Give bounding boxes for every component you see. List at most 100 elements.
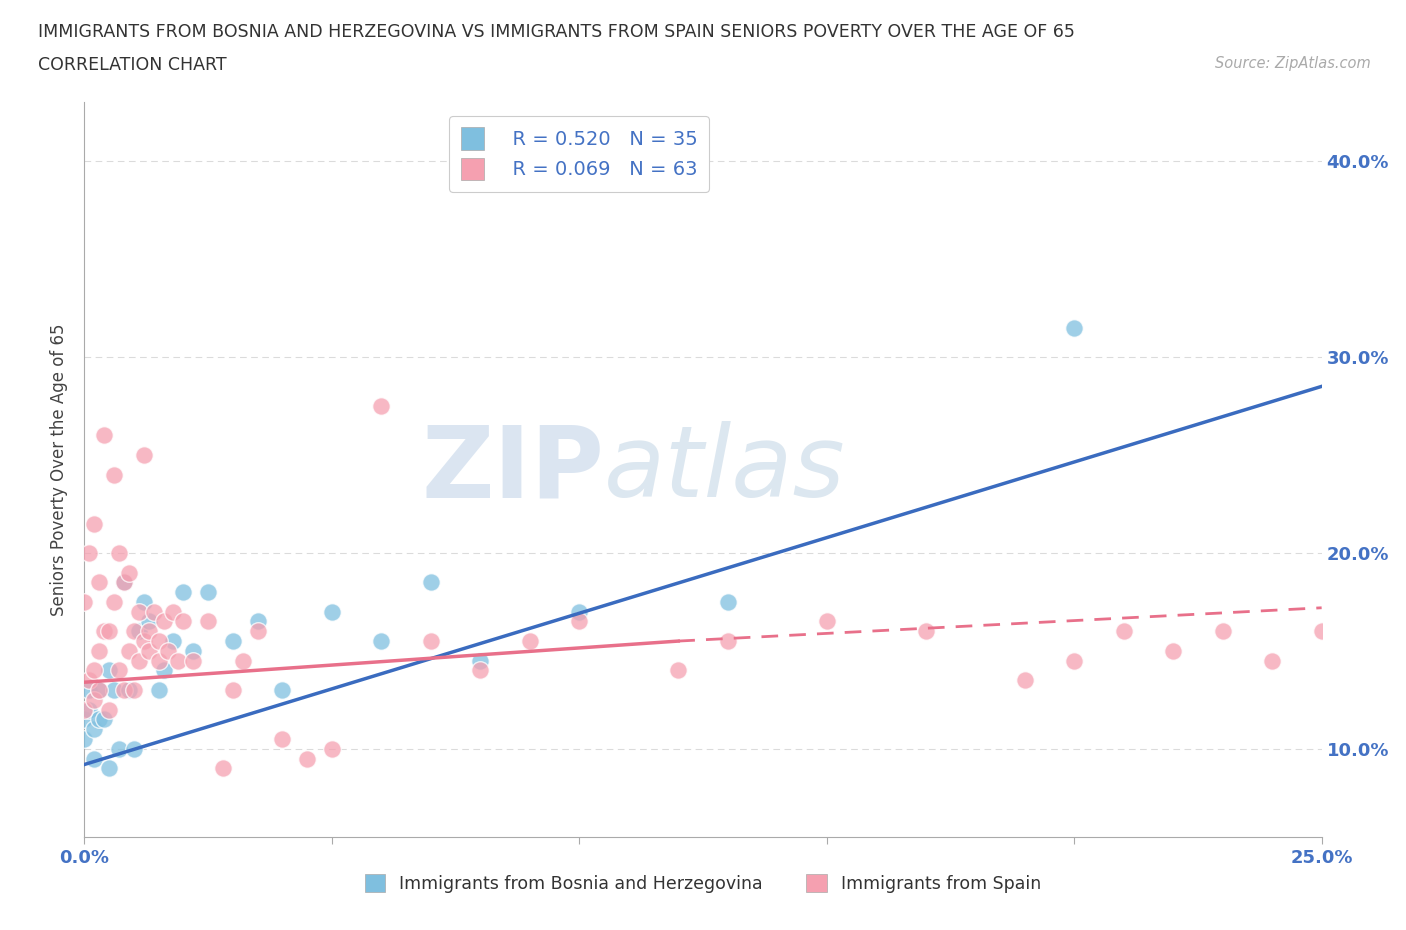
Point <box>112 575 135 590</box>
Point <box>197 614 219 629</box>
Point <box>128 653 150 668</box>
Text: Source: ZipAtlas.com: Source: ZipAtlas.com <box>1215 56 1371 71</box>
Point <box>128 604 150 619</box>
Point <box>419 575 441 590</box>
Point <box>138 644 160 658</box>
Point <box>98 761 121 776</box>
Point <box>666 663 689 678</box>
Point <box>181 653 204 668</box>
Point <box>1161 644 1184 658</box>
Point <box>246 624 269 639</box>
Point <box>717 633 740 648</box>
Point <box>122 624 145 639</box>
Point <box>162 604 184 619</box>
Point <box>162 633 184 648</box>
Point <box>98 624 121 639</box>
Point <box>222 683 245 698</box>
Text: IMMIGRANTS FROM BOSNIA AND HERZEGOVINA VS IMMIGRANTS FROM SPAIN SENIORS POVERTY : IMMIGRANTS FROM BOSNIA AND HERZEGOVINA V… <box>38 23 1074 41</box>
Point <box>83 693 105 708</box>
Point <box>1212 624 1234 639</box>
Point <box>122 683 145 698</box>
Point <box>197 585 219 600</box>
Point <box>122 741 145 756</box>
Point <box>815 614 838 629</box>
Point <box>470 663 492 678</box>
Point <box>128 624 150 639</box>
Point <box>89 644 111 658</box>
Text: ZIP: ZIP <box>422 421 605 518</box>
Point <box>419 633 441 648</box>
Point <box>246 614 269 629</box>
Point <box>717 594 740 609</box>
Point <box>132 447 155 462</box>
Point <box>89 683 111 698</box>
Point <box>98 663 121 678</box>
Point <box>83 516 105 531</box>
Point <box>152 663 174 678</box>
Point <box>93 624 115 639</box>
Point <box>108 663 131 678</box>
Point <box>271 732 294 747</box>
Point <box>93 428 115 443</box>
Point <box>152 614 174 629</box>
Point <box>148 633 170 648</box>
Text: atlas: atlas <box>605 421 845 518</box>
Point <box>370 633 392 648</box>
Point <box>103 683 125 698</box>
Point <box>1014 672 1036 687</box>
Point <box>172 614 194 629</box>
Point <box>73 702 96 717</box>
Point <box>73 732 96 747</box>
Point <box>83 663 105 678</box>
Point <box>118 683 141 698</box>
Point <box>108 741 131 756</box>
Point <box>89 712 111 727</box>
Point <box>232 653 254 668</box>
Point <box>103 467 125 482</box>
Point <box>89 575 111 590</box>
Point <box>108 546 131 561</box>
Point <box>370 399 392 414</box>
Point <box>112 575 135 590</box>
Point <box>79 672 101 687</box>
Point <box>568 614 591 629</box>
Point <box>103 594 125 609</box>
Point <box>1063 320 1085 335</box>
Point <box>295 751 318 766</box>
Point <box>148 653 170 668</box>
Point <box>132 594 155 609</box>
Point <box>138 614 160 629</box>
Point <box>73 712 96 727</box>
Point <box>914 624 936 639</box>
Point <box>321 604 343 619</box>
Y-axis label: Seniors Poverty Over the Age of 65: Seniors Poverty Over the Age of 65 <box>51 324 69 616</box>
Legend: Immigrants from Bosnia and Herzegovina, Immigrants from Spain: Immigrants from Bosnia and Herzegovina, … <box>356 866 1050 902</box>
Point <box>568 604 591 619</box>
Point <box>89 683 111 698</box>
Point <box>181 644 204 658</box>
Point <box>132 633 155 648</box>
Point <box>167 653 190 668</box>
Point <box>148 683 170 698</box>
Point <box>93 712 115 727</box>
Point <box>142 604 165 619</box>
Point <box>83 722 105 737</box>
Point <box>79 702 101 717</box>
Point <box>79 546 101 561</box>
Point <box>1310 624 1333 639</box>
Point <box>112 683 135 698</box>
Point <box>157 644 180 658</box>
Point <box>118 565 141 580</box>
Point <box>1261 653 1284 668</box>
Point <box>138 624 160 639</box>
Point <box>212 761 235 776</box>
Point <box>172 585 194 600</box>
Point <box>271 683 294 698</box>
Point <box>98 702 121 717</box>
Point <box>1063 653 1085 668</box>
Point <box>79 683 101 698</box>
Point <box>519 633 541 648</box>
Text: CORRELATION CHART: CORRELATION CHART <box>38 56 226 73</box>
Point <box>118 644 141 658</box>
Point <box>470 653 492 668</box>
